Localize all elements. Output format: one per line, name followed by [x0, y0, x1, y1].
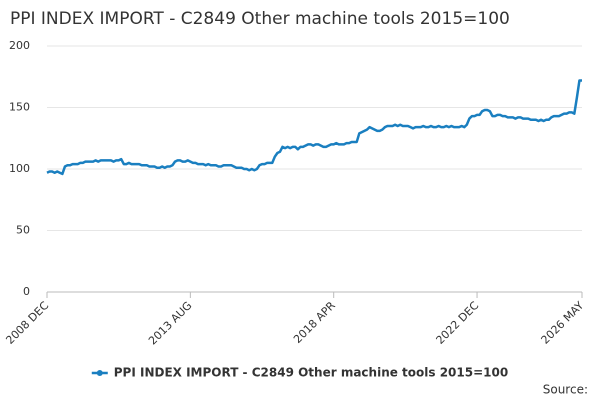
chart-title: PPI INDEX IMPORT - C2849 Other machine t…: [10, 9, 510, 29]
x-tick-label: 2022 DEC: [433, 299, 481, 347]
x-tick-label: 2008 DEC: [3, 299, 51, 347]
legend-label: PPI INDEX IMPORT - C2849 Other machine t…: [114, 366, 508, 380]
x-tick-label: 2013 AUG: [146, 299, 195, 348]
source: Source:: [543, 383, 588, 397]
x-tick-label: 2026 MAY: [539, 299, 587, 347]
legend-marker: [96, 370, 103, 376]
y-tick-label: 100: [9, 162, 30, 175]
x-tick-label: 2018 APR: [291, 299, 338, 346]
series-line: [46, 79, 582, 176]
y-tick-label: 200: [9, 39, 30, 52]
y-tick-label: 150: [9, 101, 30, 114]
y-tick-label: 0: [23, 285, 30, 298]
y-tick-label: 50: [16, 224, 30, 237]
